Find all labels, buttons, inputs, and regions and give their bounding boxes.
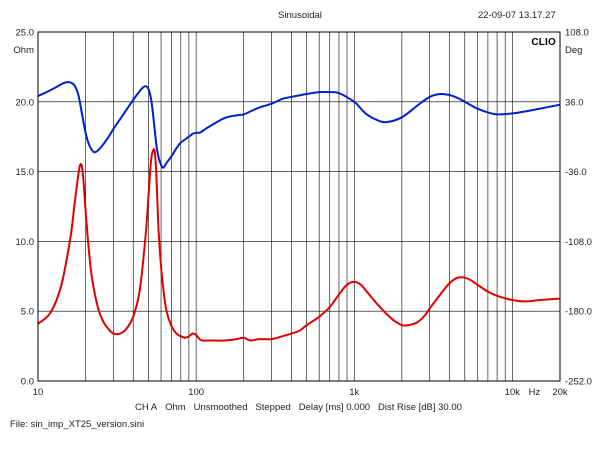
x-unit-label: Hz [529,387,541,398]
y-right-tick-label: 108.0 [565,28,589,39]
tick-labels: 0.0 5.0 10.0 15.0 20.0 25.0 -252.0 -180.0 -108.0… [13,28,592,399]
x-tick-label: 10 [33,387,44,398]
y-right-tick-label: -252.0 [565,377,592,388]
y-left-tick-label: 25.0 [16,28,35,39]
setting-channel: CH A [135,402,158,413]
x-tick-label: 10k [505,387,521,398]
y-left-unit-label: Ohm [13,45,34,56]
y-left-tick-label: 20.0 [16,97,35,108]
phase-curve [37,81,561,169]
chart-title: Sinusoidal [278,10,322,21]
y-left-tick-label: 0.0 [21,377,34,388]
x-tick-label: 20k [552,387,568,398]
timestamp: 22-09-07 13.17.27 [478,10,556,21]
x-tick-label: 100 [188,387,204,398]
y-left-tick-label: 15.0 [16,167,35,178]
settings-bar: CH A Ohm Unsmoothed Stepped Delay [ms] 0… [135,402,462,413]
y-right-tick-label: -108.0 [565,237,592,248]
y-right-tick-label: -36.0 [565,167,587,178]
y-left-tick-label: 5.0 [21,307,34,318]
setting-sweep: Stepped [255,402,291,413]
y-right-unit-label: Deg [565,45,582,56]
curves [37,81,561,342]
file-name: File: sin_imp_XT25_version.sini [10,419,145,430]
setting-delay: Delay [ms] 0.000 [298,402,371,413]
setting-smoothing: Unsmoothed [193,402,248,413]
grid [38,32,560,381]
setting-unit: Ohm [165,402,186,413]
impedance-curve [37,148,561,342]
setting-dist-rise: Dist Rise [dB] 30.00 [377,402,462,413]
y-left-tick-label: 10.0 [16,237,35,248]
y-right-tick-label: -180.0 [565,307,592,318]
clio-brand-label: CLIO [531,37,556,48]
y-right-tick-label: 36.0 [565,97,584,108]
brand-backdrop [526,35,558,48]
plot-frame [37,31,561,382]
x-tick-label: 1k [349,387,359,398]
